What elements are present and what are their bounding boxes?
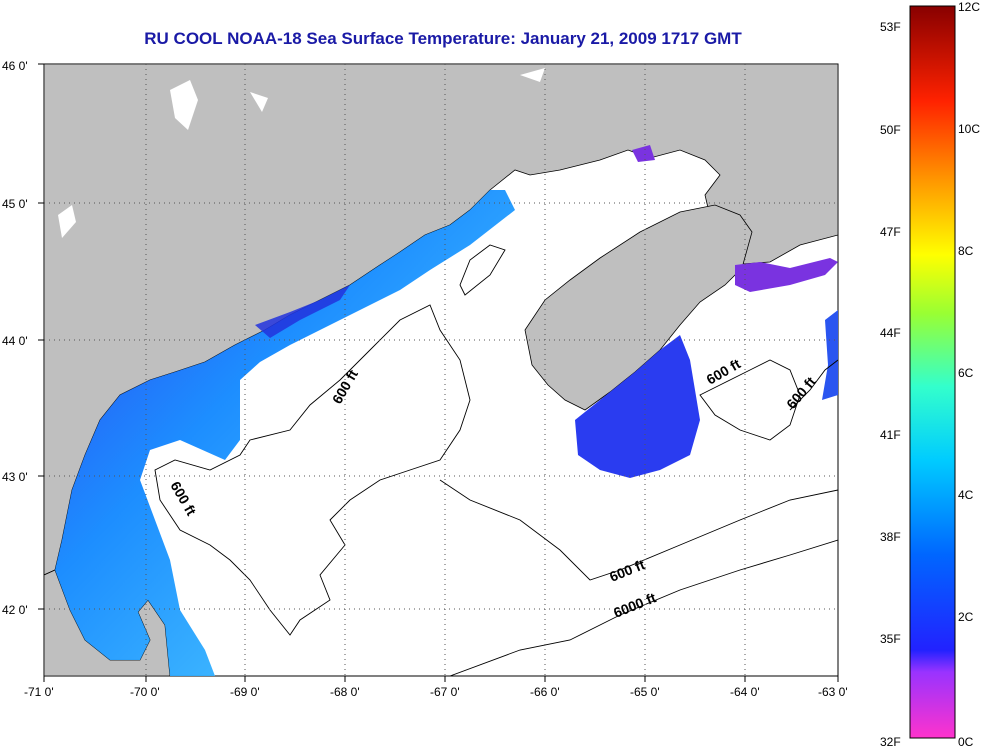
x-tick-label: -66 0' [530, 685, 560, 699]
land-nova-scotia [524, 204, 753, 411]
y-tick-label: 46 0' [2, 59, 28, 73]
colorbar-label-c: 4C [958, 488, 974, 502]
colorbar-label-f: 50F [880, 123, 901, 137]
x-tick-label: -64 0' [730, 685, 760, 699]
contour-600ft-east [789, 359, 838, 411]
y-tick-label: 45 0' [2, 197, 28, 211]
colorbar-label-f: 41F [880, 428, 901, 442]
sst-cape-breton-strip [735, 258, 838, 292]
colorbar-f-labels: 53F 50F 47F 44F 41F 38F 35F 32F [880, 20, 901, 749]
contour-600ft-gulf [154, 304, 471, 636]
land-lake [520, 68, 545, 82]
x-tick-label: -68 0' [330, 685, 360, 699]
colorbar-label-c: 10C [958, 122, 980, 136]
x-tick-label: -67 0' [430, 685, 460, 699]
colorbar-label-c: 0C [958, 735, 974, 749]
x-tick-label: -69 0' [230, 685, 260, 699]
colorbar-label-f: 47F [880, 225, 901, 239]
sst-fundy-patch [632, 145, 655, 162]
colorbar-label-c: 8C [958, 244, 974, 258]
y-tick-label: 44 0' [2, 334, 28, 348]
colorbar-label-c: 12C [958, 0, 980, 14]
y-tick-label: 43 0' [2, 470, 28, 484]
colorbar-label-f: 53F [880, 20, 901, 34]
sst-east-patch [822, 310, 838, 400]
x-tick-label: -63 0' [818, 685, 848, 699]
contour-600ft-georges [439, 479, 838, 581]
colorbar-c-labels: 12C 10C 8C 6C 4C 2C 0C [958, 0, 980, 749]
contour-6000ft [449, 539, 838, 676]
land-lake [170, 80, 198, 130]
colorbar [909, 5, 956, 739]
sst-nova-scotia-patch [575, 335, 700, 478]
colorbar-label-f: 44F [880, 326, 901, 340]
colorbar-label-c: 2C [958, 610, 974, 624]
bathymetry-contours [154, 244, 838, 676]
contour-600ft-ns [699, 359, 801, 441]
sst-coastal-band [55, 190, 515, 676]
map-content: 600 ft 600 ft 600 ft 600 ft 600 ft 6000 … [44, 64, 838, 676]
land-lake [58, 205, 76, 238]
x-tick-label: -65 0' [630, 685, 660, 699]
colorbar-label-f: 35F [880, 632, 901, 646]
y-tick-label: 42 0' [2, 603, 28, 617]
map-title: RU COOL NOAA-18 Sea Surface Temperature:… [144, 29, 742, 48]
sst-dark-coastline [255, 285, 350, 338]
colorbar-label-c: 6C [958, 366, 974, 380]
colorbar-label-f: 38F [880, 530, 901, 544]
graticule [44, 64, 838, 676]
x-tick-label: -71 0' [24, 685, 54, 699]
x-tick-label: -70 0' [130, 685, 160, 699]
colorbar-label-f: 32F [880, 735, 901, 749]
axis-ticks [38, 63, 839, 682]
land-lake [250, 92, 268, 112]
contour-600ft-bank [459, 244, 506, 296]
